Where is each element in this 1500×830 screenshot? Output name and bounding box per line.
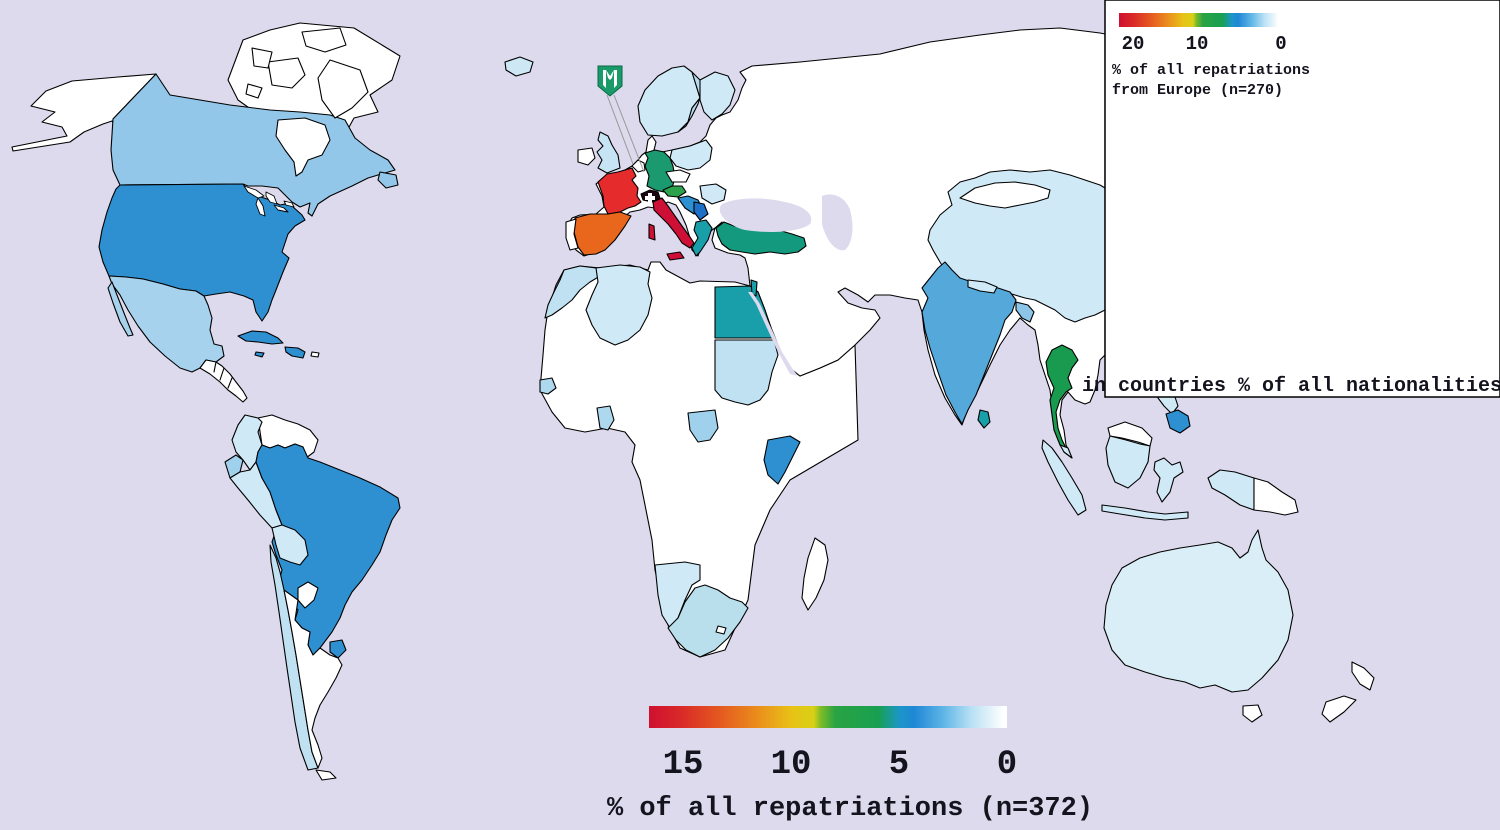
svg-text:0: 0 (1275, 33, 1286, 55)
svg-text:% of all repatriations: % of all repatriations (1112, 62, 1310, 79)
svg-text:from Europe (n=270): from Europe (n=270) (1112, 82, 1283, 99)
svg-text:10: 10 (1186, 33, 1209, 55)
svg-text:20: 20 (1122, 33, 1145, 55)
svg-text:5: 5 (889, 746, 909, 784)
svg-text:in countries % of all national: in countries % of all nationalities (1082, 375, 1500, 398)
svg-text:10: 10 (771, 746, 812, 784)
svg-text:0: 0 (997, 746, 1017, 784)
svg-text:15: 15 (663, 746, 704, 784)
svg-text:% of all repatriations (n=372): % of all repatriations (n=372) (607, 794, 1093, 824)
